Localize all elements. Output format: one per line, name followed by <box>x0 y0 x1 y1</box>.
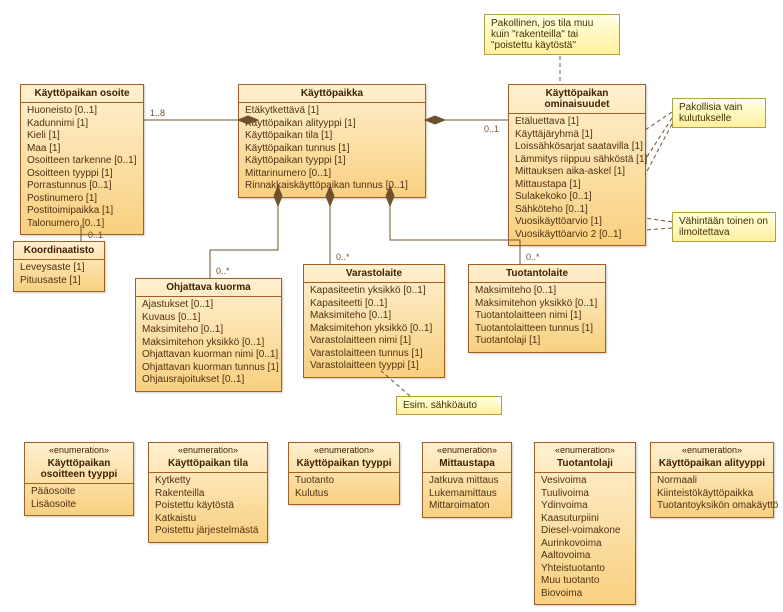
note-pakollinen-tila: Pakollinen, jos tila muu kuin "rakenteil… <box>484 14 620 55</box>
stereotype: «enumeration» <box>289 443 399 455</box>
enum-mittaustapa: «enumeration» Mittaustapa Jatkuva mittau… <box>422 442 512 518</box>
stereotype: «enumeration» <box>423 443 511 455</box>
stereotype: «enumeration» <box>651 443 773 455</box>
class-attrs: Kapasiteetin yksikkö [0..1]Kapasiteetti … <box>304 283 444 377</box>
class-title: Tuotantolaite <box>469 265 605 283</box>
stereotype: «enumeration» <box>149 443 267 455</box>
assoc-kp-omin: 0..1 <box>425 116 508 134</box>
note-link <box>645 218 672 222</box>
mult-label: 0..1 <box>484 124 499 134</box>
class-title: Käyttöpaikan osoite <box>21 85 143 103</box>
enum-title: Käyttöpaikan tyyppi <box>289 455 399 473</box>
note-link <box>645 118 672 160</box>
mult-label: 0..* <box>526 252 540 262</box>
note-link <box>645 228 672 230</box>
class-title: Koordinaatisto <box>14 242 104 260</box>
class-attrs: Ajastukset [0..1]Kuvaus [0..1]Maksimiteh… <box>136 297 281 391</box>
enum-vals: PääosoiteLisäosoite <box>25 484 133 515</box>
class-title: Varastolaite <box>304 265 444 283</box>
stereotype: «enumeration» <box>25 443 133 455</box>
enum-title: Käyttöpaikan osoitteen tyyppi <box>25 455 133 484</box>
enum-tuotantolaji: «enumeration» Tuotantolaji VesivoimaTuul… <box>534 442 636 605</box>
class-attrs: Etäkytkettävä [1]Käyttöpaikan alityyppi … <box>239 103 425 197</box>
enum-title: Käyttöpaikan alityyppi <box>651 455 773 473</box>
enum-vals: KytkettyRakenteillaPoistettu käytöstäKat… <box>149 473 267 542</box>
class-varastolaite: Varastolaite Kapasiteetin yksikkö [0..1]… <box>303 264 445 378</box>
class-title: Käyttöpaikan ominaisuudet <box>509 85 645 114</box>
note-esim-sahkoauto: Esim. sähköauto <box>396 396 502 415</box>
note-pakollisia-kulutukselle: Pakollisia vain kulutukselle <box>672 98 766 128</box>
note-vahintaan-toinen: Vähintään toinen on ilmoitettava <box>672 212 776 242</box>
enum-title: Tuotantolaji <box>535 455 635 473</box>
note-link <box>645 112 672 130</box>
stereotype: «enumeration» <box>535 443 635 455</box>
enum-osoitteen-tyyppi: «enumeration» Käyttöpaikan osoitteen tyy… <box>24 442 134 516</box>
class-kayttopaikan-osoite: Käyttöpaikan osoite Huoneisto [0..1]Kadu… <box>20 84 144 235</box>
mult-label: 1..8 <box>150 108 165 118</box>
assoc-line <box>210 206 278 278</box>
enum-kayttopaikan-tyyppi: «enumeration» Käyttöpaikan tyyppi Tuotan… <box>288 442 400 505</box>
class-attrs: Maksimiteho [0..1]Maksimitehon yksikkö [… <box>469 283 605 352</box>
class-title: Käyttöpaikka <box>239 85 425 103</box>
enum-vals: VesivoimaTuulivoimaYdinvoimaKaasuturpiin… <box>535 473 635 604</box>
class-attrs: Leveysaste [1]Pituusaste [1] <box>14 260 104 291</box>
assoc-kp-ohjk: 0..* <box>210 186 282 278</box>
enum-vals: TuotantoKulutus <box>289 473 399 504</box>
class-koordinaatisto: Koordinaatisto Leveysaste [1]Pituusaste … <box>13 241 105 292</box>
class-kayttopaikka: Käyttöpaikka Etäkytkettävä [1]Käyttöpaik… <box>238 84 426 198</box>
enum-kayttopaikan-tila: «enumeration» Käyttöpaikan tila Kytketty… <box>148 442 268 543</box>
note-link <box>645 124 672 175</box>
assoc-kp-varasto: 0..* <box>326 186 350 264</box>
mult-label: 0..* <box>216 266 230 276</box>
class-title: Ohjattava kuorma <box>136 279 281 297</box>
enum-kayttopaikan-alityyppi: «enumeration» Käyttöpaikan alityyppi Nor… <box>650 442 774 518</box>
enum-vals: Jatkuva mittausLukemamittausMittaroimato… <box>423 473 511 517</box>
enum-title: Mittaustapa <box>423 455 511 473</box>
class-attrs: Etäluettava [1]Käyttäjäryhmä [1]Loissähk… <box>509 114 645 245</box>
class-ohjattava-kuorma: Ohjattava kuorma Ajastukset [0..1]Kuvaus… <box>135 278 282 392</box>
mult-label: 0..* <box>336 252 350 262</box>
enum-title: Käyttöpaikan tila <box>149 455 267 473</box>
diamond-icon <box>425 116 445 124</box>
enum-vals: NormaaliKiinteistökäyttöpaikkaTuotantoyk… <box>651 473 773 517</box>
class-kayttopaikan-ominaisuudet: Käyttöpaikan ominaisuudet Etäluettava [1… <box>508 84 646 246</box>
class-attrs: Huoneisto [0..1]Kadunnimi [1]Kieli [1]Ma… <box>21 103 143 234</box>
class-tuotantolaite: Tuotantolaite Maksimiteho [0..1]Maksimit… <box>468 264 606 353</box>
assoc-line <box>390 206 520 264</box>
